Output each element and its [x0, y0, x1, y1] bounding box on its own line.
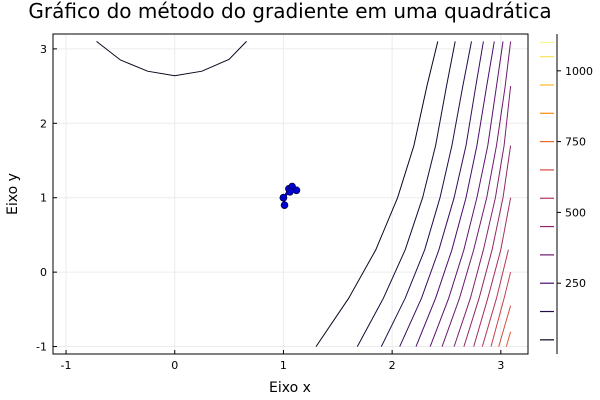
contour-line: [453, 86, 512, 347]
contour-line: [441, 41, 512, 347]
colorbar-tick-label: 500: [565, 206, 586, 219]
x-ticks: -1 0 1 2 3: [61, 350, 504, 372]
plot-frame: [52, 33, 529, 355]
y-tick-label: 2: [40, 117, 47, 130]
colorbar-tick-label: 250: [565, 277, 586, 290]
path-point: [292, 186, 301, 195]
contour-line: [505, 331, 512, 347]
contour-line: [429, 41, 504, 347]
grid: [53, 34, 528, 354]
x-tick-label: 3: [497, 359, 504, 372]
x-tick-label: 1: [280, 359, 287, 372]
contour-line: [96, 41, 247, 77]
x-tick-label: -1: [61, 359, 72, 372]
y-ticks: -1 0 1 2 3: [36, 43, 57, 354]
contour-lines: [96, 41, 512, 347]
colorbar: 250 500 750 1000: [540, 34, 593, 354]
gradient-path: [279, 182, 301, 209]
colorbar-tick-label: 1000: [565, 65, 593, 78]
chart-title: Gráfico do método do gradiente em uma qu…: [28, 0, 551, 23]
path-point: [279, 193, 288, 202]
contour-line: [399, 41, 484, 347]
contour-line: [498, 305, 512, 347]
contour-line: [473, 197, 512, 347]
y-tick-label: 3: [40, 43, 47, 56]
contour-line: [463, 145, 512, 347]
contour-line: [415, 41, 495, 347]
y-tick-label: 0: [40, 266, 47, 279]
y-axis-label: Eixo y: [5, 173, 21, 215]
contour-line: [356, 41, 456, 347]
x-axis-label: Eixo x: [269, 380, 311, 396]
contour-line: [380, 41, 472, 347]
y-tick-label: 1: [40, 192, 47, 205]
contour-line: [490, 271, 512, 347]
y-tick-label: -1: [36, 341, 47, 354]
contour-line: [315, 41, 439, 347]
path-point: [280, 201, 289, 209]
x-tick-label: 2: [389, 359, 396, 372]
x-tick-label: 0: [171, 359, 178, 372]
contour-line: [481, 249, 509, 347]
colorbar-tick-label: 750: [565, 136, 586, 149]
path-point: [286, 187, 294, 196]
